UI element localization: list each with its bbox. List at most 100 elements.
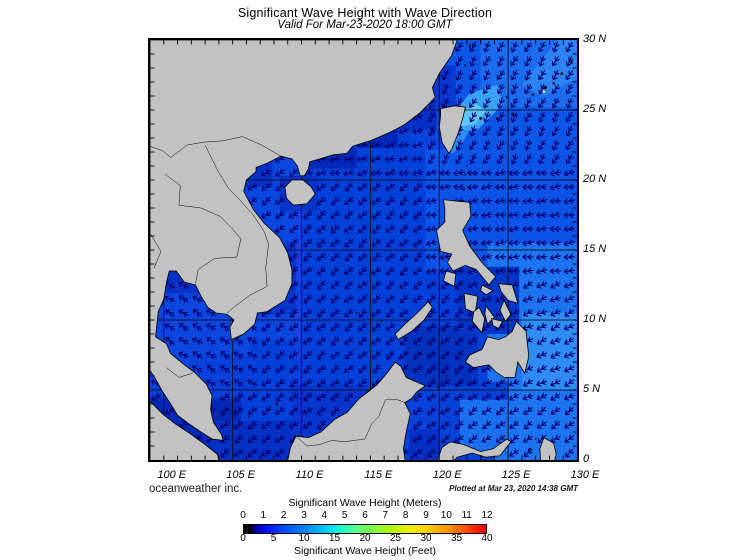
wave-height-map	[148, 38, 579, 462]
meters-tick: 8	[402, 510, 409, 521]
island-dot	[380, 320, 383, 323]
country-border	[150, 233, 162, 269]
meters-tick: 0	[240, 510, 246, 521]
legend-title-feet: Significant Wave Height (Feet)	[293, 545, 436, 557]
island-dot	[560, 72, 564, 75]
lon-label: 130 E	[570, 469, 600, 481]
lat-label: 15 N	[583, 243, 607, 255]
island-dot	[465, 165, 468, 167]
meters-tick: 3	[301, 510, 307, 521]
lon-label: 120 E	[432, 469, 462, 481]
credit-text: oceanweather inc.	[149, 483, 243, 495]
meters-tick: 4	[321, 510, 328, 521]
feet-tick: 25	[389, 533, 402, 544]
feet-tick: 30	[420, 533, 432, 544]
island-dot	[531, 93, 535, 96]
island-dot	[479, 117, 482, 120]
meters-tick: 9	[423, 510, 429, 521]
page-title: Significant Wave Height with Wave Direct…	[237, 6, 493, 20]
land-luzon	[436, 199, 497, 286]
land-taiwan	[438, 105, 466, 155]
lat-label: 20 N	[583, 173, 607, 185]
island-dot	[543, 86, 547, 90]
feet-tick: 35	[450, 533, 463, 544]
island-dot	[495, 117, 499, 120]
island-dot	[268, 408, 271, 411]
land-mindoro	[442, 270, 457, 288]
island-dot	[552, 82, 555, 85]
sea-patch	[521, 40, 577, 96]
island-dot	[511, 112, 514, 116]
meters-tick: 12	[481, 510, 493, 521]
island-dot	[464, 64, 467, 67]
meters-tick: 10	[440, 510, 452, 521]
meters-tick: 2	[280, 510, 287, 521]
station-marker	[542, 90, 546, 93]
land-hainan	[284, 179, 316, 206]
meters-tick: 5	[341, 510, 348, 521]
country-border	[165, 174, 242, 284]
island-dot	[505, 96, 508, 99]
island-dot	[398, 358, 401, 361]
land-palawan	[394, 301, 433, 341]
feet-tick: 10	[298, 533, 310, 544]
island-dot	[330, 226, 333, 229]
island-dot	[354, 348, 356, 351]
island-dot	[464, 173, 467, 176]
legend-title-meters: Significant Wave Height (Meters)	[288, 497, 442, 509]
meters-tick: 11	[461, 510, 472, 521]
land-sulawesi	[437, 438, 512, 460]
feet-tick: 40	[481, 533, 493, 544]
lat-label: 10 N	[583, 313, 607, 325]
meters-tick: 1	[260, 510, 267, 521]
feet-tick: 0	[240, 533, 246, 544]
island-dot	[253, 337, 256, 340]
island-dot	[392, 169, 395, 172]
map-frame	[148, 38, 579, 462]
island-dot	[445, 375, 448, 377]
island-dot	[463, 188, 466, 191]
island-dot	[468, 44, 471, 47]
feet-tick: 15	[328, 533, 341, 544]
country-border	[166, 367, 193, 378]
island-dot	[570, 61, 573, 64]
lat-label: 5 N	[583, 383, 601, 395]
lon-label: 105 E	[226, 469, 256, 481]
meters-tick: 7	[382, 510, 389, 521]
island-dot	[454, 373, 457, 376]
lat-label: 25 N	[583, 103, 607, 115]
wave-height-colorbar	[243, 524, 487, 534]
island-dot	[420, 352, 423, 355]
wave-direction-arrows	[150, 41, 575, 458]
lat-label: 30 N	[583, 33, 607, 45]
degree-ticks	[150, 40, 577, 460]
island-dot	[248, 415, 251, 418]
plotted-timestamp: Plotted at Mar 23, 2020 14:38 GMT	[449, 484, 578, 493]
lon-label: 125 E	[501, 469, 531, 481]
feet-tick: 5	[270, 533, 277, 544]
land-samar	[497, 283, 519, 304]
land-borneo	[287, 361, 427, 460]
lon-label: 115 E	[364, 469, 393, 481]
island-dot	[275, 402, 278, 406]
island-dot	[534, 438, 537, 440]
land-leyte	[499, 299, 512, 323]
valid-time-subtitle: Valid For Mar-23-2020 18:00 GMT	[277, 19, 453, 31]
country-border	[204, 144, 269, 314]
land-negros	[471, 306, 486, 334]
country-border	[297, 399, 405, 447]
island-dot	[529, 447, 532, 450]
lon-label: 100 E	[157, 469, 187, 481]
sea-patch	[404, 325, 478, 386]
lon-label: 110 E	[295, 469, 324, 481]
island-dot	[468, 187, 471, 190]
island-dot	[432, 131, 435, 134]
land-masbate	[480, 284, 494, 296]
island-dot	[355, 312, 358, 314]
meters-tick: 6	[362, 510, 368, 521]
lat-label: 0	[583, 453, 590, 465]
land-bohol	[491, 318, 504, 329]
land-mindanao	[464, 320, 530, 378]
country-border	[150, 136, 282, 158]
